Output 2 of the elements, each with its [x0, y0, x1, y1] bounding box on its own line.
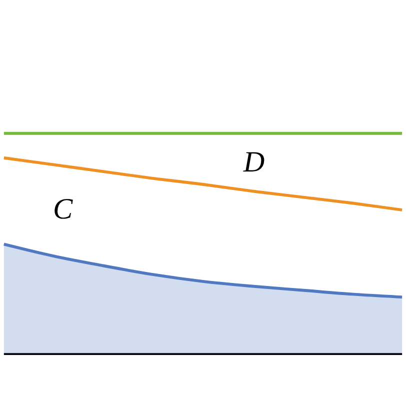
- annotation: D: [242, 146, 265, 179]
- annotation: C: [52, 194, 73, 226]
